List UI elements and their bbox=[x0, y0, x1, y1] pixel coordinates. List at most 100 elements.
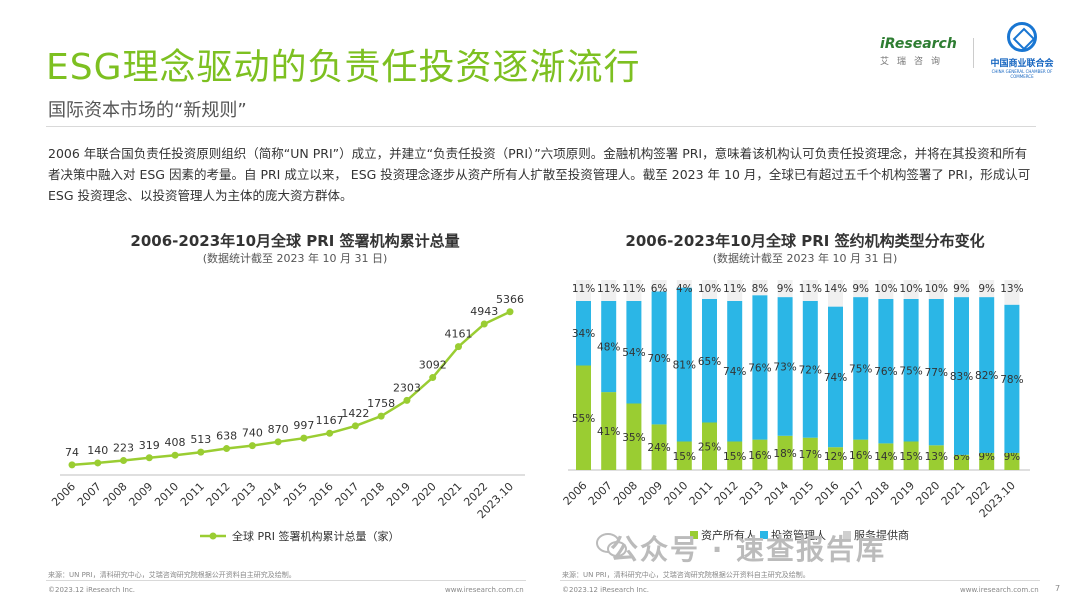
x-tick-label: 2009 bbox=[636, 479, 665, 508]
bar-segment bbox=[828, 447, 843, 470]
bar-segment bbox=[979, 452, 995, 470]
logo-divider bbox=[973, 38, 974, 68]
bar-segment bbox=[878, 280, 894, 299]
data-label: 14% bbox=[824, 283, 847, 295]
x-tick-label: 2016 bbox=[307, 480, 336, 509]
legend-label: 资产所有人 bbox=[701, 528, 756, 542]
bar-chart-title: 2006-2023年10月全球 PRI 签约机构类型分布变化 bbox=[625, 232, 985, 250]
bar-segment bbox=[601, 392, 617, 470]
bar-segment bbox=[676, 280, 692, 288]
bar-segment bbox=[777, 280, 793, 298]
bar-segment bbox=[903, 299, 919, 442]
data-label: 74% bbox=[723, 366, 746, 378]
data-point bbox=[171, 451, 179, 459]
data-label: 55% bbox=[572, 413, 595, 425]
data-label: 1167 bbox=[316, 414, 344, 427]
data-label: 4% bbox=[676, 283, 693, 295]
bar-segment bbox=[878, 299, 894, 444]
source-note-left: 来源：UN PRI，清科研究中心，艾瑞咨询研究院根据公开资料自主研究及绘制。 bbox=[48, 571, 296, 579]
data-label: 997 bbox=[293, 419, 314, 432]
bar-segment bbox=[752, 295, 768, 440]
bar-segment bbox=[853, 439, 869, 470]
data-label: 10% bbox=[925, 283, 948, 295]
data-point bbox=[377, 412, 385, 420]
data-label: 15% bbox=[673, 451, 696, 463]
data-label: 70% bbox=[647, 353, 670, 365]
series-line bbox=[71, 310, 511, 467]
x-tick-label: 2010 bbox=[661, 479, 690, 508]
x-tick-label: 2007 bbox=[586, 479, 615, 508]
copyright-right: ©2023.12 iResearch Inc. bbox=[562, 586, 650, 594]
footer-divider-right bbox=[560, 580, 1040, 581]
line-chart-title: 2006-2023年10月全球 PRI 签署机构累计总量 bbox=[130, 232, 460, 250]
data-label: 75% bbox=[849, 363, 872, 375]
data-label: 4943 bbox=[470, 305, 498, 318]
data-label: 9% bbox=[1004, 451, 1021, 463]
data-label: 2303 bbox=[393, 381, 421, 394]
data-label: 41% bbox=[597, 426, 620, 438]
data-point bbox=[480, 320, 488, 328]
x-tick-label: 2020 bbox=[913, 479, 942, 508]
data-point bbox=[274, 438, 282, 446]
data-point bbox=[454, 343, 462, 351]
data-label: 16% bbox=[849, 450, 872, 462]
legend-label: 全球 PRI 签署机构累计总量（家） bbox=[232, 529, 400, 543]
data-label: 13% bbox=[925, 451, 948, 463]
x-tick-label: 2019 bbox=[888, 479, 917, 508]
x-tick-label: 2011 bbox=[687, 479, 716, 508]
data-label: 54% bbox=[622, 347, 645, 359]
bar-segment bbox=[676, 287, 692, 442]
intro-paragraph: 2006 年联合国负责任投资原则组织（简称“UN PRI”）成立，并建立“负责任… bbox=[48, 146, 1031, 203]
x-tick-label: 2016 bbox=[813, 479, 842, 508]
bar-segment bbox=[903, 441, 919, 470]
data-point bbox=[145, 454, 153, 462]
data-label: 76% bbox=[748, 362, 771, 374]
bar-segment bbox=[1004, 452, 1020, 470]
x-tick-label: 2010 bbox=[152, 480, 181, 509]
data-point bbox=[326, 429, 334, 437]
cgcc-mark-icon bbox=[1007, 22, 1037, 52]
data-label: 638 bbox=[216, 430, 237, 443]
data-label: 74% bbox=[824, 372, 847, 384]
legend-swatch bbox=[690, 531, 698, 539]
bar-segment bbox=[828, 280, 843, 307]
x-tick-label: 2008 bbox=[611, 479, 640, 508]
legend-label: 投资管理人 bbox=[771, 528, 826, 542]
data-label: 11% bbox=[723, 283, 746, 295]
data-label: 1758 bbox=[367, 397, 395, 410]
line-chart: 74 2006 140 2007 223 2008 319 2009 408 2010 513 201… bbox=[49, 293, 525, 543]
data-label: 15% bbox=[723, 451, 746, 463]
data-label: 76% bbox=[874, 366, 897, 378]
data-label: 11% bbox=[572, 283, 595, 295]
bar-segment bbox=[626, 403, 642, 470]
url-right: www.iresearch.com.cn bbox=[960, 586, 1039, 594]
data-label: 12% bbox=[824, 451, 847, 463]
x-tick-label: 2017 bbox=[838, 479, 867, 508]
bar-segment bbox=[777, 297, 793, 436]
data-point bbox=[197, 448, 205, 456]
bar-segment bbox=[1004, 280, 1020, 305]
bar-segment bbox=[626, 280, 642, 301]
bar-segment bbox=[727, 441, 743, 470]
data-label: 6% bbox=[651, 283, 668, 295]
x-tick-label: 2014 bbox=[762, 479, 791, 508]
data-point bbox=[223, 445, 231, 453]
data-label: 10% bbox=[899, 283, 922, 295]
bar-segment bbox=[1004, 304, 1020, 453]
bar-segment bbox=[727, 280, 743, 301]
line-chart-subtitle: (数据统计截至 2023 年 10 月 31 日) bbox=[202, 252, 388, 265]
data-label: 11% bbox=[597, 283, 620, 295]
bar-segment bbox=[954, 280, 969, 298]
data-label: 81% bbox=[673, 360, 696, 372]
bar-segment bbox=[828, 306, 843, 448]
x-tick-label: 2017 bbox=[333, 480, 362, 509]
data-label: 25% bbox=[698, 441, 721, 453]
x-tick-label: 2008 bbox=[101, 480, 130, 509]
data-label: 75% bbox=[899, 365, 922, 377]
legend-marker bbox=[209, 532, 217, 540]
x-tick-label: 2020 bbox=[410, 480, 439, 509]
data-point bbox=[403, 396, 411, 404]
data-label: 9% bbox=[777, 283, 794, 295]
data-label: 78% bbox=[1000, 374, 1023, 386]
page-subtitle: 国际资本市场的“新规则” bbox=[48, 100, 247, 121]
